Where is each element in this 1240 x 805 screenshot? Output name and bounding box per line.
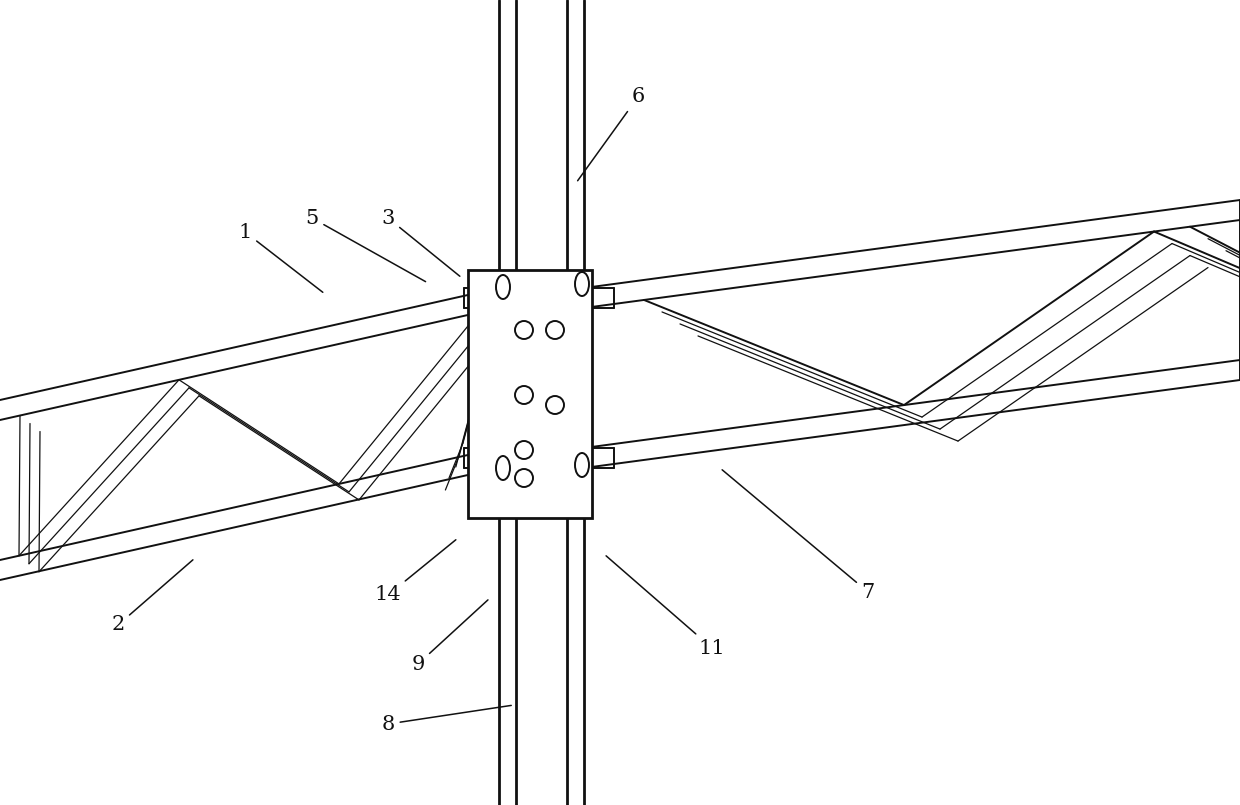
Text: 3: 3	[382, 208, 460, 276]
Polygon shape	[467, 270, 591, 518]
Text: 5: 5	[305, 208, 425, 282]
Ellipse shape	[575, 453, 589, 477]
Ellipse shape	[496, 275, 510, 299]
Text: 14: 14	[374, 540, 456, 605]
Text: 6: 6	[578, 88, 645, 181]
Text: 9: 9	[412, 600, 489, 674]
Text: 11: 11	[606, 555, 725, 658]
Ellipse shape	[496, 456, 510, 480]
Text: 1: 1	[238, 222, 322, 292]
Ellipse shape	[575, 272, 589, 296]
Text: 8: 8	[382, 705, 511, 733]
Text: 2: 2	[112, 559, 193, 634]
Text: 7: 7	[722, 470, 874, 601]
